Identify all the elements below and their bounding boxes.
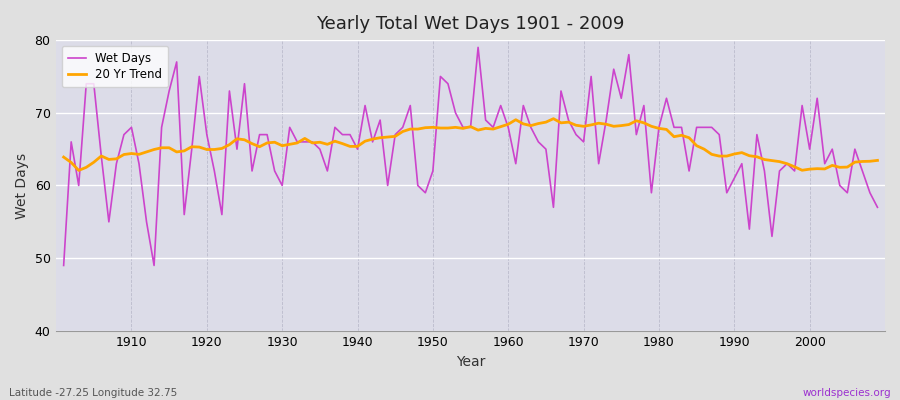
Wet Days — [510, 161, 521, 166]
Line: 20 Yr Trend: 20 Yr Trend — [64, 119, 878, 170]
20 Yr Trend — [872, 158, 883, 163]
Wet Days — [119, 132, 130, 137]
Text: Latitude -27.25 Longitude 32.75: Latitude -27.25 Longitude 32.75 — [9, 388, 177, 398]
Text: worldspecies.org: worldspecies.org — [803, 388, 891, 398]
20 Yr Trend — [503, 122, 514, 127]
Wet Days — [872, 205, 883, 210]
Line: Wet Days: Wet Days — [64, 47, 878, 266]
Wet Days — [472, 45, 483, 50]
Wet Days — [601, 118, 612, 122]
20 Yr Trend — [126, 151, 137, 156]
20 Yr Trend — [73, 168, 84, 173]
20 Yr Trend — [58, 155, 69, 160]
Wet Days — [503, 125, 514, 130]
20 Yr Trend — [510, 117, 521, 122]
20 Yr Trend — [338, 141, 348, 146]
Title: Yearly Total Wet Days 1901 - 2009: Yearly Total Wet Days 1901 - 2009 — [317, 15, 625, 33]
Wet Days — [284, 125, 295, 130]
20 Yr Trend — [292, 140, 302, 145]
Y-axis label: Wet Days: Wet Days — [15, 152, 29, 218]
20 Yr Trend — [548, 116, 559, 121]
Wet Days — [58, 263, 69, 268]
X-axis label: Year: Year — [456, 355, 485, 369]
Legend: Wet Days, 20 Yr Trend: Wet Days, 20 Yr Trend — [62, 46, 168, 87]
Wet Days — [329, 125, 340, 130]
20 Yr Trend — [608, 124, 619, 129]
